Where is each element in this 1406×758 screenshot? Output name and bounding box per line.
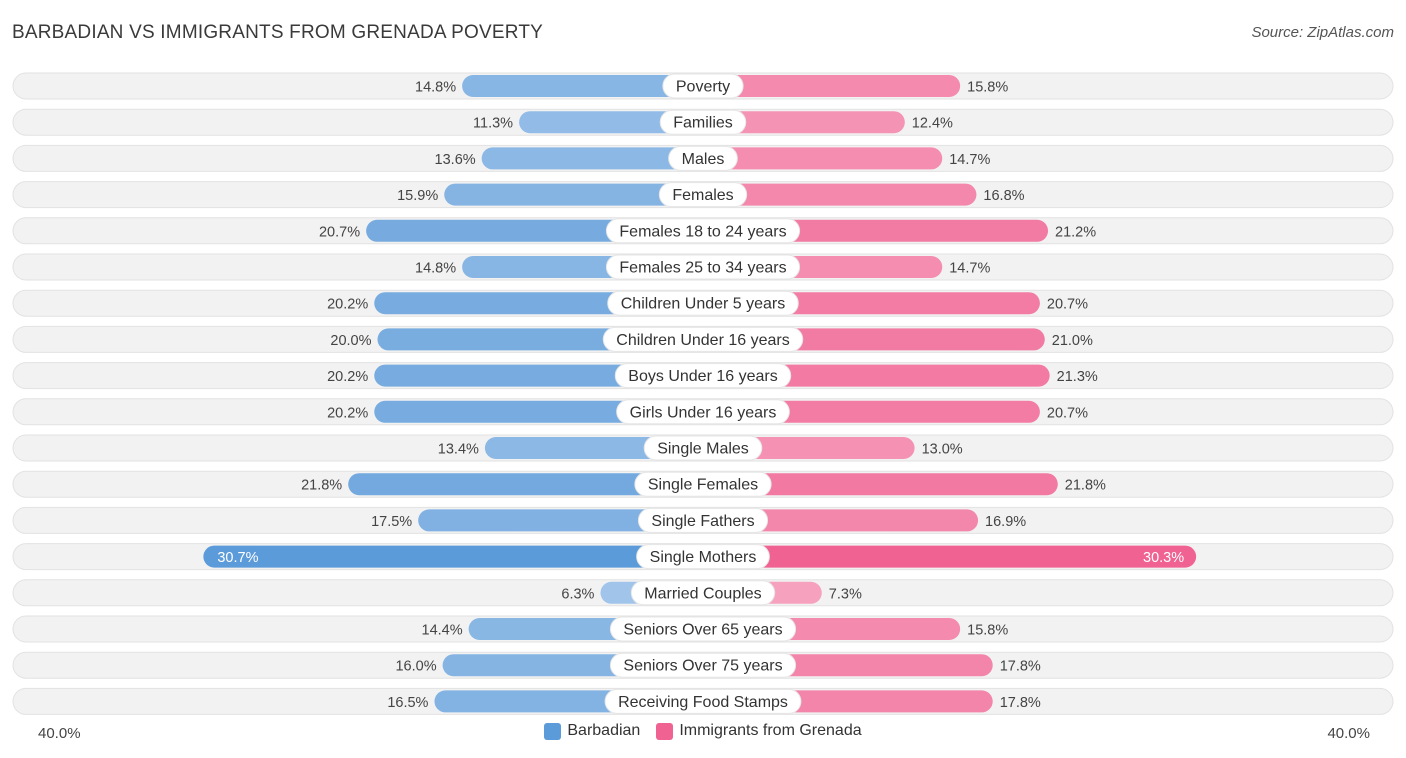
category-pill-married-couples [630, 580, 776, 606]
category-pill-females-18-to-24-years [605, 218, 801, 244]
category-label-poverty: Poverty [676, 79, 730, 96]
bar-barbadian-single-fathers [418, 509, 703, 532]
category-label-seniors-over-65-years: Seniors Over 65 years [623, 622, 782, 639]
value-label-grenada-single-fathers: 16.9% [985, 514, 1026, 530]
source-credit: Source: ZipAtlas.com [1251, 24, 1394, 41]
value-label-barbadian-females-18-to-24-years: 20.7% [319, 224, 360, 240]
category-pill-females [658, 182, 748, 208]
value-label-grenada-families: 12.4% [912, 116, 953, 132]
category-label-males: Males [682, 151, 725, 168]
value-label-barbadian-single-mothers: 30.7% [217, 550, 258, 566]
value-label-grenada-males: 14.7% [949, 152, 990, 168]
legend-item-barbadian[interactable]: Barbadian [544, 722, 640, 740]
category-pill-receiving-food-stamps [604, 688, 802, 714]
value-label-barbadian-children-under-5-years: 20.2% [327, 297, 368, 313]
value-label-grenada-seniors-over-75-years: 17.8% [1000, 659, 1041, 675]
value-label-barbadian-seniors-over-65-years: 14.4% [422, 623, 463, 639]
category-pill-children-under-5-years [607, 290, 799, 316]
value-label-grenada-seniors-over-65-years: 15.8% [967, 623, 1008, 639]
value-label-barbadian-families: 11.3% [473, 116, 513, 132]
category-label-females: Females [672, 187, 733, 204]
category-label-single-females: Single Females [648, 477, 758, 494]
category-pill-boys-under-16-years [614, 363, 792, 389]
legend: Barbadian Immigrants from Grenada [0, 722, 1406, 740]
category-label-married-couples: Married Couples [644, 585, 761, 602]
bar-grenada-single-females [703, 473, 1058, 496]
legend-swatch-barbadian [544, 722, 562, 740]
axis-max-label: 40.0% [1327, 725, 1370, 742]
value-label-grenada-single-mothers: 30.3% [1143, 550, 1184, 566]
category-pill-single-mothers [636, 544, 770, 570]
value-label-barbadian-males: 13.6% [435, 152, 476, 168]
value-label-grenada-boys-under-16-years: 21.3% [1057, 369, 1098, 385]
value-label-barbadian-single-females: 21.8% [301, 478, 342, 494]
category-label-children-under-5-years: Children Under 5 years [621, 296, 786, 313]
bar-barbadian-single-females [348, 473, 703, 496]
value-label-barbadian-girls-under-16-years: 20.2% [327, 405, 368, 421]
legend-item-grenada[interactable]: Immigrants from Grenada [656, 722, 862, 740]
value-label-grenada-females-18-to-24-years: 21.2% [1055, 224, 1096, 240]
value-label-grenada-girls-under-16-years: 20.7% [1047, 405, 1088, 421]
bar-grenada-single-fathers [703, 509, 979, 532]
category-pill-seniors-over-75-years [609, 652, 797, 678]
category-pill-single-females [634, 471, 772, 497]
category-label-children-under-16-years: Children Under 16 years [616, 332, 789, 349]
value-label-barbadian-married-couples: 6.3% [561, 586, 594, 602]
bar-barbadian-single-mothers [203, 545, 704, 568]
value-label-grenada-married-couples: 7.3% [829, 586, 862, 602]
bar-barbadian-poverty [462, 75, 703, 97]
category-pill-children-under-16-years [602, 326, 804, 352]
category-label-boys-under-16-years: Boys Under 16 years [628, 368, 777, 385]
value-label-barbadian-boys-under-16-years: 20.2% [327, 369, 368, 385]
category-label-receiving-food-stamps: Receiving Food Stamps [618, 694, 788, 711]
category-label-families: Families [673, 115, 733, 132]
category-label-girls-under-16-years: Girls Under 16 years [630, 404, 777, 421]
category-label-single-mothers: Single Mothers [650, 549, 757, 566]
category-label-females-25-to-34-years: Females 25 to 34 years [619, 260, 786, 277]
value-label-barbadian-poverty: 14.8% [415, 80, 456, 96]
category-pill-girls-under-16-years [616, 399, 790, 425]
category-pill-single-fathers [637, 507, 769, 533]
bar-barbadian-females [444, 183, 703, 206]
legend-swatch-grenada [656, 722, 674, 740]
category-pill-seniors-over-65-years [609, 616, 797, 642]
bar-grenada-poverty [703, 75, 961, 97]
value-label-grenada-single-males: 13.0% [922, 442, 963, 458]
value-label-barbadian-females-25-to-34-years: 14.8% [415, 261, 456, 277]
category-pill-males [668, 145, 738, 171]
bar-barbadian-families [519, 111, 703, 134]
value-label-grenada-poverty: 15.8% [967, 80, 1008, 96]
category-pill-single-males [643, 435, 763, 461]
bar-grenada-families [703, 111, 905, 134]
value-label-barbadian-single-males: 13.4% [438, 442, 479, 458]
value-label-barbadian-receiving-food-stamps: 16.5% [387, 695, 428, 711]
value-label-grenada-children-under-16-years: 21.0% [1052, 333, 1093, 349]
value-label-barbadian-children-under-16-years: 20.0% [330, 333, 371, 349]
category-label-seniors-over-75-years: Seniors Over 75 years [623, 658, 782, 675]
value-label-grenada-single-females: 21.8% [1065, 478, 1106, 494]
bar-grenada-females [703, 183, 977, 206]
category-pill-families [659, 109, 747, 135]
bar-grenada-single-mothers [703, 545, 1197, 568]
legend-label-barbadian: Barbadian [567, 722, 641, 739]
category-label-single-fathers: Single Fathers [651, 513, 754, 530]
value-label-barbadian-seniors-over-75-years: 16.0% [395, 659, 436, 675]
value-label-grenada-females-25-to-34-years: 14.7% [949, 261, 990, 277]
bar-barbadian-males [481, 147, 703, 170]
axis-min-label: 40.0% [38, 725, 81, 742]
chart-title: BARBADIAN VS IMMIGRANTS FROM GRENADA POV… [12, 22, 544, 43]
category-label-single-males: Single Males [657, 441, 749, 458]
value-label-grenada-receiving-food-stamps: 17.8% [1000, 695, 1041, 711]
category-label-females-18-to-24-years: Females 18 to 24 years [619, 223, 786, 240]
legend-label-grenada: Immigrants from Grenada [679, 722, 862, 739]
category-pill-poverty [662, 73, 744, 99]
bar-grenada-males [703, 147, 943, 170]
value-label-grenada-females: 16.8% [983, 188, 1024, 204]
value-label-barbadian-females: 15.9% [397, 188, 438, 204]
value-label-grenada-children-under-5-years: 20.7% [1047, 297, 1088, 313]
value-label-barbadian-single-fathers: 17.5% [371, 514, 412, 530]
category-pill-females-25-to-34-years [605, 254, 801, 280]
